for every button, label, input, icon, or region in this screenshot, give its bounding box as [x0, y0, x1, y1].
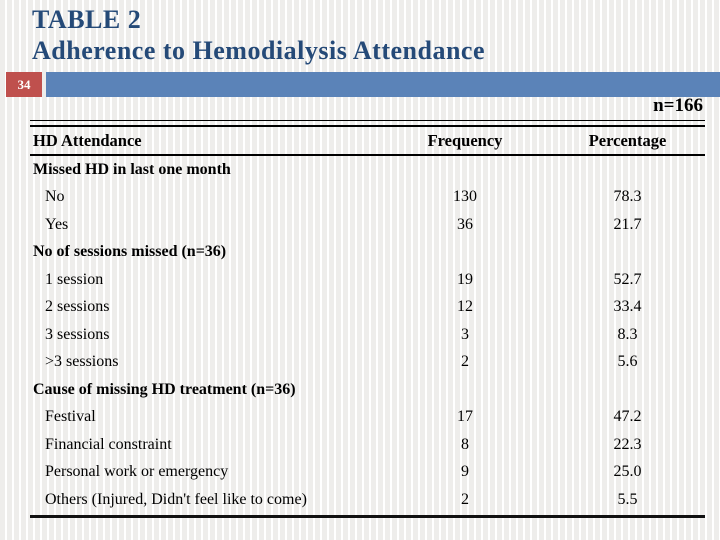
row-percentage-value: 21.7 — [613, 215, 642, 233]
row-label: Others (Injured, Didn't feel like to com… — [45, 490, 307, 508]
column-header-frequency: Frequency — [427, 130, 503, 150]
row-label: >3 sessions — [45, 353, 119, 371]
column-header-hd-attendance: HD Attendance — [33, 130, 142, 150]
row-label: Personal work or emergency — [45, 463, 229, 481]
slide-title-line2: Adherence to Hemodialysis Attendance — [32, 36, 485, 65]
table-row: >3 sessions 2 5.6 — [30, 349, 705, 377]
row-percentage-value: 5.6 — [617, 353, 638, 371]
table-row: Yes 36 21.7 — [30, 211, 705, 239]
table-header-row: HD Attendance Frequency Percentage — [30, 127, 705, 156]
row-label: Cause of missing HD treatment (n=36) — [33, 380, 296, 398]
table-section-row: No of sessions missed (n=36) — [30, 239, 705, 267]
row-frequency-value: 9 — [461, 463, 469, 481]
table-row: 2 sessions 12 33.4 — [30, 294, 705, 322]
table-row: Personal work or emergency 9 25.0 — [30, 459, 705, 487]
row-label: 1 session — [45, 270, 104, 288]
row-frequency-value: 17 — [457, 408, 473, 426]
table-row: No 130 78.3 — [30, 184, 705, 212]
table-row: Others (Injured, Didn't feel like to com… — [30, 486, 705, 514]
decorative-header-bar — [46, 72, 720, 97]
row-label: No — [45, 188, 65, 206]
row-frequency-value: 2 — [461, 353, 469, 371]
row-frequency-value: 8 — [461, 435, 469, 453]
row-label: Financial constraint — [45, 435, 172, 453]
row-percentage-value: 5.5 — [617, 490, 638, 508]
table-row: Festival 17 47.2 — [30, 404, 705, 432]
table-row: 1 session 19 52.7 — [30, 266, 705, 294]
row-frequency-value: 19 — [457, 270, 473, 288]
table-bottom-rule — [30, 514, 705, 518]
table-section-row: Cause of missing HD treatment (n=36) — [30, 376, 705, 404]
row-frequency-value: 2 — [461, 490, 469, 508]
table-top-rule — [30, 120, 705, 127]
row-percentage-value: 52.7 — [613, 270, 642, 288]
sample-size-label: n=166 — [653, 95, 703, 116]
table-body: Missed HD in last one month No 130 78.3 Yes 3… — [30, 156, 705, 514]
slide-page-number-badge: 34 — [6, 72, 42, 97]
column-header-percentage: Percentage — [588, 130, 667, 150]
row-frequency-value: 3 — [461, 325, 469, 343]
row-frequency-value: 36 — [457, 215, 473, 233]
table-row: 3 sessions 3 8.3 — [30, 321, 705, 349]
row-frequency-value: 130 — [453, 188, 477, 206]
row-label: Yes — [45, 215, 69, 233]
attendance-table: HD Attendance Frequency Percentage Misse… — [30, 120, 705, 518]
table-section-row: Missed HD in last one month — [30, 156, 705, 184]
row-percentage-value: 33.4 — [613, 298, 642, 316]
row-label: 3 sessions — [45, 325, 110, 343]
slide-title: TABLE 2 Adherence to Hemodialysis Attend… — [32, 4, 485, 66]
row-percentage-value: 8.3 — [617, 325, 638, 343]
table-row: Financial constraint 8 22.3 — [30, 431, 705, 459]
row-frequency-value: 12 — [457, 298, 473, 316]
row-label: No of sessions missed (n=36) — [33, 243, 227, 261]
row-label: 2 sessions — [45, 298, 110, 316]
row-percentage-value: 22.3 — [613, 435, 642, 453]
row-label: Missed HD in last one month — [33, 160, 231, 178]
row-percentage-value: 47.2 — [613, 408, 642, 426]
row-percentage-value: 25.0 — [613, 463, 642, 481]
row-label: Festival — [45, 408, 96, 426]
slide-title-line1: TABLE 2 — [32, 5, 142, 34]
row-percentage-value: 78.3 — [613, 188, 642, 206]
